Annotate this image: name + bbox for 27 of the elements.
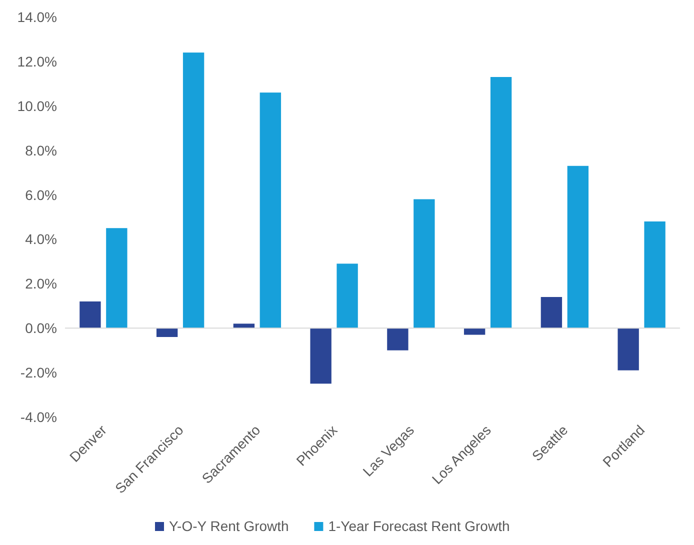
legend-label: Y-O-Y Rent Growth [169, 518, 289, 534]
bar [260, 92, 282, 328]
bar [106, 228, 128, 328]
bar [336, 264, 358, 328]
bar [156, 328, 178, 337]
bar [464, 328, 486, 335]
y-tick-label: -2.0% [20, 364, 57, 381]
y-tick-label: 8.0% [25, 142, 57, 158]
y-tick-label: 2.0% [25, 276, 57, 292]
bar [310, 328, 332, 384]
bar [618, 328, 639, 370]
bar [490, 77, 512, 328]
bar [414, 199, 435, 328]
legend-label: 1-Year Forecast Rent Growth [328, 518, 510, 534]
bar [182, 52, 204, 328]
y-tick-label: -4.0% [20, 409, 57, 425]
y-tick-label: 10.0% [17, 98, 57, 114]
y-tick-label: 4.0% [25, 231, 57, 248]
bar [644, 221, 666, 328]
y-tick-label: 6.0% [25, 186, 57, 203]
y-tick-label: 0.0% [25, 320, 57, 336]
y-tick-label: 12.0% [17, 53, 57, 70]
y-tick-label: 14.0% [17, 9, 57, 25]
bar [567, 166, 589, 328]
bar [80, 301, 101, 328]
bar [540, 297, 562, 328]
bar [387, 328, 408, 350]
